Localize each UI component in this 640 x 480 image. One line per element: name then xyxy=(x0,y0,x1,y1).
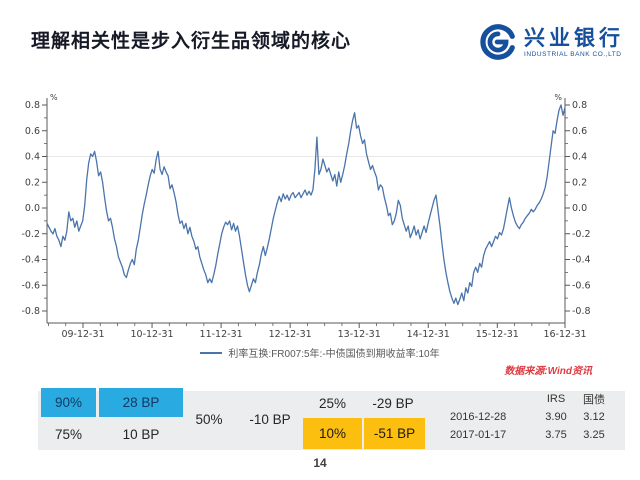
svg-text:0.4: 0.4 xyxy=(25,152,40,163)
svg-text:0.6: 0.6 xyxy=(572,126,587,137)
rates-table-header: IRS 国债 xyxy=(450,390,612,408)
rates-row2-irs: 3.75 xyxy=(545,429,567,441)
svg-text:0.0: 0.0 xyxy=(25,203,40,214)
svg-text:0.8: 0.8 xyxy=(25,100,40,111)
legend-label: 利率互换:FR007:5年:-中债国债到期收益率:10年 xyxy=(228,349,440,360)
stat-cell-25pct: 25% xyxy=(318,395,347,411)
svg-text:%: % xyxy=(50,93,58,102)
legend-line-icon xyxy=(200,351,223,354)
stat-cell-10bp: 10 BP xyxy=(122,426,160,442)
rates-header-irs: IRS xyxy=(546,393,566,405)
table-row: 2017-01-17 3.75 3.25 xyxy=(450,426,612,444)
stat-cell-50pct: 50% xyxy=(195,411,223,427)
correlation-chart: % % 0.8 0.8 0.6 0.6 0.4 0.4 0.2 0.2 0.0 0.0 -0.2 -0.2… xyxy=(21,93,591,338)
bank-name-cn: 兴业银行 xyxy=(524,25,624,50)
rates-header-bond: 国债 xyxy=(583,394,605,406)
svg-text:-0.4: -0.4 xyxy=(572,255,591,266)
bank-logo: 兴业银行 INDUSTRIAL BANK CO.,LTD xyxy=(479,23,624,61)
svg-text:15-12-31: 15-12-31 xyxy=(476,329,519,338)
bank-logo-text: 兴业银行 INDUSTRIAL BANK CO.,LTD xyxy=(524,27,624,58)
svg-text:-0.6: -0.6 xyxy=(21,280,40,291)
stat-cell-90pct: 90% xyxy=(41,388,96,417)
rates-row1-date: 2016-12-28 xyxy=(450,411,507,423)
svg-text:-0.6: -0.6 xyxy=(572,280,591,291)
rates-row1-irs: 3.90 xyxy=(545,411,567,423)
svg-text:14-12-31: 14-12-31 xyxy=(407,329,450,338)
svg-text:0.4: 0.4 xyxy=(572,152,587,163)
svg-text:0.2: 0.2 xyxy=(25,177,40,188)
bank-name-en: INDUSTRIAL BANK CO.,LTD xyxy=(524,50,622,58)
stat-cell-minus29bp: -29 BP xyxy=(372,395,414,411)
title-divider xyxy=(9,61,457,65)
svg-text:-0.2: -0.2 xyxy=(21,229,40,240)
svg-text:0.0: 0.0 xyxy=(572,203,587,214)
rates-row1-bond: 3.12 xyxy=(583,411,605,423)
stat-cell-minus51bp: -51 BP xyxy=(364,418,425,449)
table-row: 2016-12-28 3.90 3.12 xyxy=(450,408,612,426)
svg-text:-0.8: -0.8 xyxy=(21,306,40,317)
rates-table: IRS 国债 2016-12-28 3.90 3.12 2017-01-17 3… xyxy=(450,390,612,444)
svg-text:0.8: 0.8 xyxy=(572,100,587,111)
rates-row2-date: 2017-01-17 xyxy=(450,429,507,441)
svg-text:11-12-31: 11-12-31 xyxy=(200,329,243,338)
stat-cell-75pct: 75% xyxy=(54,426,83,442)
svg-text:0.6: 0.6 xyxy=(25,126,40,137)
stat-cell-10pct: 10% xyxy=(303,418,362,449)
svg-text:%: % xyxy=(554,93,562,102)
svg-text:12-12-31: 12-12-31 xyxy=(269,329,312,338)
page-number: 14 xyxy=(313,456,327,470)
svg-text:-0.8: -0.8 xyxy=(572,306,591,317)
stat-cell-28bp: 28 BP xyxy=(99,388,183,417)
svg-text:0.2: 0.2 xyxy=(572,177,587,188)
svg-text:16-12-31: 16-12-31 xyxy=(543,329,586,338)
svg-text:-0.2: -0.2 xyxy=(572,229,591,240)
data-source-note: 数据来源:Wind资讯 xyxy=(504,366,592,377)
svg-text:10-12-31: 10-12-31 xyxy=(130,329,173,338)
svg-text:09-12-31: 09-12-31 xyxy=(61,329,104,338)
rates-row2-bond: 3.25 xyxy=(583,429,605,441)
bank-swirl-icon xyxy=(480,24,515,60)
chart-legend: 利率互换:FR007:5年:-中债国债到期收益率:10年 xyxy=(0,345,640,360)
svg-text:-0.4: -0.4 xyxy=(21,255,40,266)
svg-text:13-12-31: 13-12-31 xyxy=(338,329,381,338)
page-title: 理解相关性是步入衍生品领域的核心 xyxy=(31,31,352,52)
stat-cell-minus10bp: -10 BP xyxy=(249,411,291,427)
